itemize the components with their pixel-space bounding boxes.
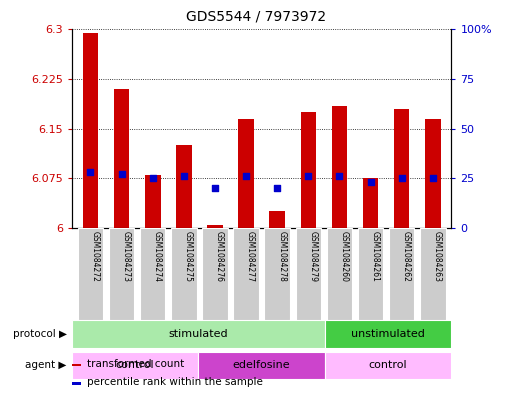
Text: GSM1084279: GSM1084279	[308, 231, 318, 282]
Point	[304, 173, 312, 180]
Text: GSM1084263: GSM1084263	[433, 231, 442, 282]
Bar	[425, 119, 441, 228]
Text: stimulated: stimulated	[169, 329, 228, 339]
Bar	[114, 89, 129, 228]
Bar	[358, 228, 383, 320]
Text: GSM1084261: GSM1084261	[370, 231, 380, 282]
Bar	[207, 225, 223, 228]
Text: edelfosine: edelfosine	[233, 360, 290, 371]
Bar	[202, 228, 228, 320]
Bar	[394, 109, 409, 228]
Bar	[109, 228, 134, 320]
Bar	[140, 228, 166, 320]
Point	[429, 175, 437, 182]
Point	[211, 185, 219, 191]
Point	[366, 179, 374, 185]
Text: GSM1084273: GSM1084273	[122, 231, 131, 282]
Text: transformed count: transformed count	[87, 358, 184, 369]
Bar	[83, 33, 98, 228]
Bar	[199, 352, 325, 379]
Text: GSM1084274: GSM1084274	[153, 231, 162, 282]
Text: control: control	[369, 360, 407, 371]
Bar	[301, 112, 316, 228]
Bar	[171, 228, 196, 320]
Point	[398, 175, 406, 182]
Bar	[420, 228, 445, 320]
Point	[336, 173, 344, 180]
Bar	[72, 364, 81, 366]
Text: unstimulated: unstimulated	[351, 329, 425, 339]
Text: protocol ▶: protocol ▶	[13, 329, 67, 339]
Bar	[389, 228, 415, 320]
Bar	[145, 175, 161, 228]
Bar	[295, 228, 321, 320]
Point	[86, 169, 94, 176]
Bar	[239, 119, 254, 228]
Bar	[176, 145, 192, 228]
Bar	[72, 320, 325, 348]
Bar	[264, 228, 290, 320]
Text: GDS5544 / 7973972: GDS5544 / 7973972	[186, 9, 327, 24]
Bar	[233, 228, 259, 320]
Bar	[325, 320, 451, 348]
Bar	[331, 106, 347, 228]
Bar	[78, 228, 103, 320]
Point	[117, 171, 126, 178]
Point	[149, 175, 157, 182]
Text: GSM1084278: GSM1084278	[277, 231, 286, 282]
Bar	[72, 352, 199, 379]
Point	[273, 185, 281, 191]
Text: control: control	[116, 360, 154, 371]
Bar	[72, 382, 81, 385]
Text: GSM1084260: GSM1084260	[340, 231, 348, 282]
Text: GSM1084272: GSM1084272	[90, 231, 100, 282]
Text: GSM1084275: GSM1084275	[184, 231, 193, 282]
Text: GSM1084276: GSM1084276	[215, 231, 224, 282]
Text: percentile rank within the sample: percentile rank within the sample	[87, 377, 263, 387]
Text: GSM1084262: GSM1084262	[402, 231, 410, 282]
Text: agent ▶: agent ▶	[25, 360, 67, 371]
Bar	[269, 211, 285, 228]
Bar	[325, 352, 451, 379]
Point	[242, 173, 250, 180]
Point	[180, 173, 188, 180]
Bar	[327, 228, 352, 320]
Text: GSM1084277: GSM1084277	[246, 231, 255, 282]
Bar	[363, 178, 378, 228]
